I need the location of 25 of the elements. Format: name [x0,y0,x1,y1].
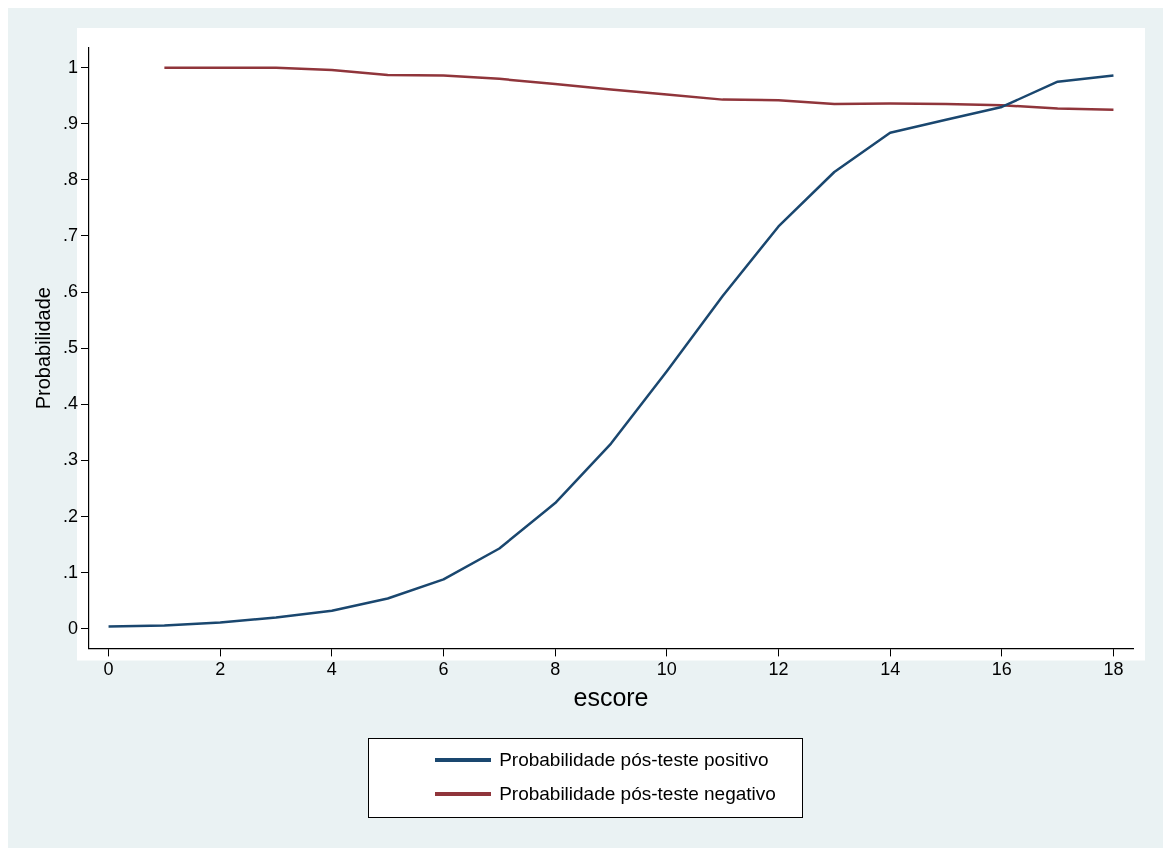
x-tick-label: 12 [768,659,789,680]
x-tick-label: 16 [991,659,1012,680]
y-tick-label: .6 [63,281,79,302]
y-tick-label: .4 [63,393,79,414]
x-tick-label: 2 [215,659,226,680]
x-tick-label: 4 [326,659,337,680]
x-tick-label: 18 [1103,659,1124,680]
x-tick-label: 6 [438,659,449,680]
y-tick-label: .5 [63,337,79,358]
x-tick-label: 14 [880,659,901,680]
x-tick-label: 8 [550,659,561,680]
y-tick-label: .2 [63,505,79,526]
y-tick-label: .7 [63,224,79,245]
legend-label: Probabilidade pós-teste negativo [499,783,776,805]
x-tick-label: 10 [656,659,677,680]
legend-label: Probabilidade pós-teste positivo [499,749,769,771]
y-tick-label: 0 [68,617,79,638]
y-tick-label: .9 [63,112,79,133]
y-tick-label: .1 [63,561,79,582]
x-tick-label: 0 [103,659,114,680]
y-tick-label: 1 [68,56,79,77]
x-axis-title: escore [573,682,649,711]
y-axis-title: Probabilidade [31,287,54,410]
y-tick-label: .3 [63,449,79,470]
y-tick-label: .8 [63,168,79,189]
